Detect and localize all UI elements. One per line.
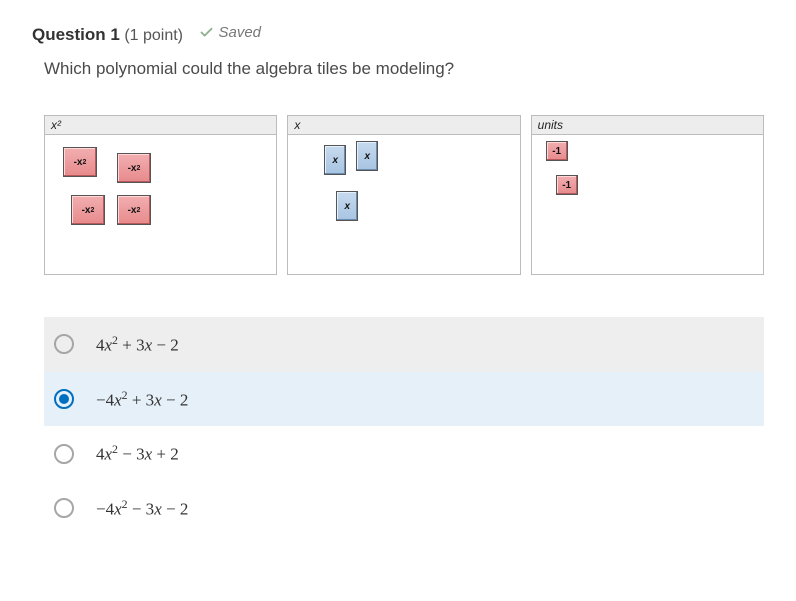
panel-x: x xxx — [287, 115, 520, 275]
algebra-tiles-row: x² -x2-x2-x2-x2 x xxx units -1-1 — [44, 115, 764, 275]
answer-options: 4x2 + 3x − 2 −4x2 + 3x − 2 4x2 − 3x + 2 −4x… — [44, 317, 764, 536]
algebra-tile: x — [356, 141, 378, 171]
algebra-tile: x — [336, 191, 358, 221]
panel-x2-header: x² — [45, 116, 276, 135]
question-prompt: Which polynomial could the algebra tiles… — [44, 59, 764, 79]
radio-button[interactable] — [54, 498, 74, 518]
saved-label: Saved — [218, 24, 261, 41]
panel-x2-body: -x2 -x2 -x2 -x2 — [45, 135, 276, 265]
panel-units-body: -1 -1 — [532, 135, 763, 265]
panel-units: units -1 -1 — [531, 115, 764, 275]
answer-option[interactable]: 4x2 − 3x + 2 — [44, 426, 764, 481]
answer-option[interactable]: 4x2 + 3x − 2 — [44, 317, 764, 372]
panel-units-header: units — [532, 116, 763, 135]
question-title: Question 1 — [32, 25, 120, 44]
question-points: (1 point) — [124, 27, 183, 44]
algebra-tile: -1 — [546, 141, 568, 161]
answer-option[interactable]: −4x2 − 3x − 2 — [44, 481, 764, 536]
panel-x-body: xxx — [288, 135, 519, 265]
panel-x2: x² -x2 -x2 -x2 -x2 — [44, 115, 277, 275]
panel-x-header: x — [288, 116, 519, 135]
option-label: 4x2 − 3x + 2 — [96, 442, 179, 465]
radio-button[interactable] — [54, 334, 74, 354]
algebra-tile: -x2 — [117, 195, 151, 225]
algebra-tile: -1 — [556, 175, 578, 195]
radio-button[interactable] — [54, 444, 74, 464]
check-icon — [199, 25, 214, 40]
option-label: 4x2 + 3x − 2 — [96, 333, 179, 356]
algebra-tile: -x2 — [117, 153, 151, 183]
question-header: Question 1 (1 point) Saved — [32, 24, 764, 45]
algebra-tile: -x2 — [71, 195, 105, 225]
algebra-tile: x — [324, 145, 346, 175]
option-label: −4x2 − 3x − 2 — [96, 497, 188, 520]
option-label: −4x2 + 3x − 2 — [96, 388, 188, 411]
algebra-tile: -x2 — [63, 147, 97, 177]
radio-button[interactable] — [54, 389, 74, 409]
answer-option[interactable]: −4x2 + 3x − 2 — [44, 372, 764, 427]
radio-dot-icon — [59, 394, 69, 404]
saved-indicator: Saved — [199, 24, 261, 41]
